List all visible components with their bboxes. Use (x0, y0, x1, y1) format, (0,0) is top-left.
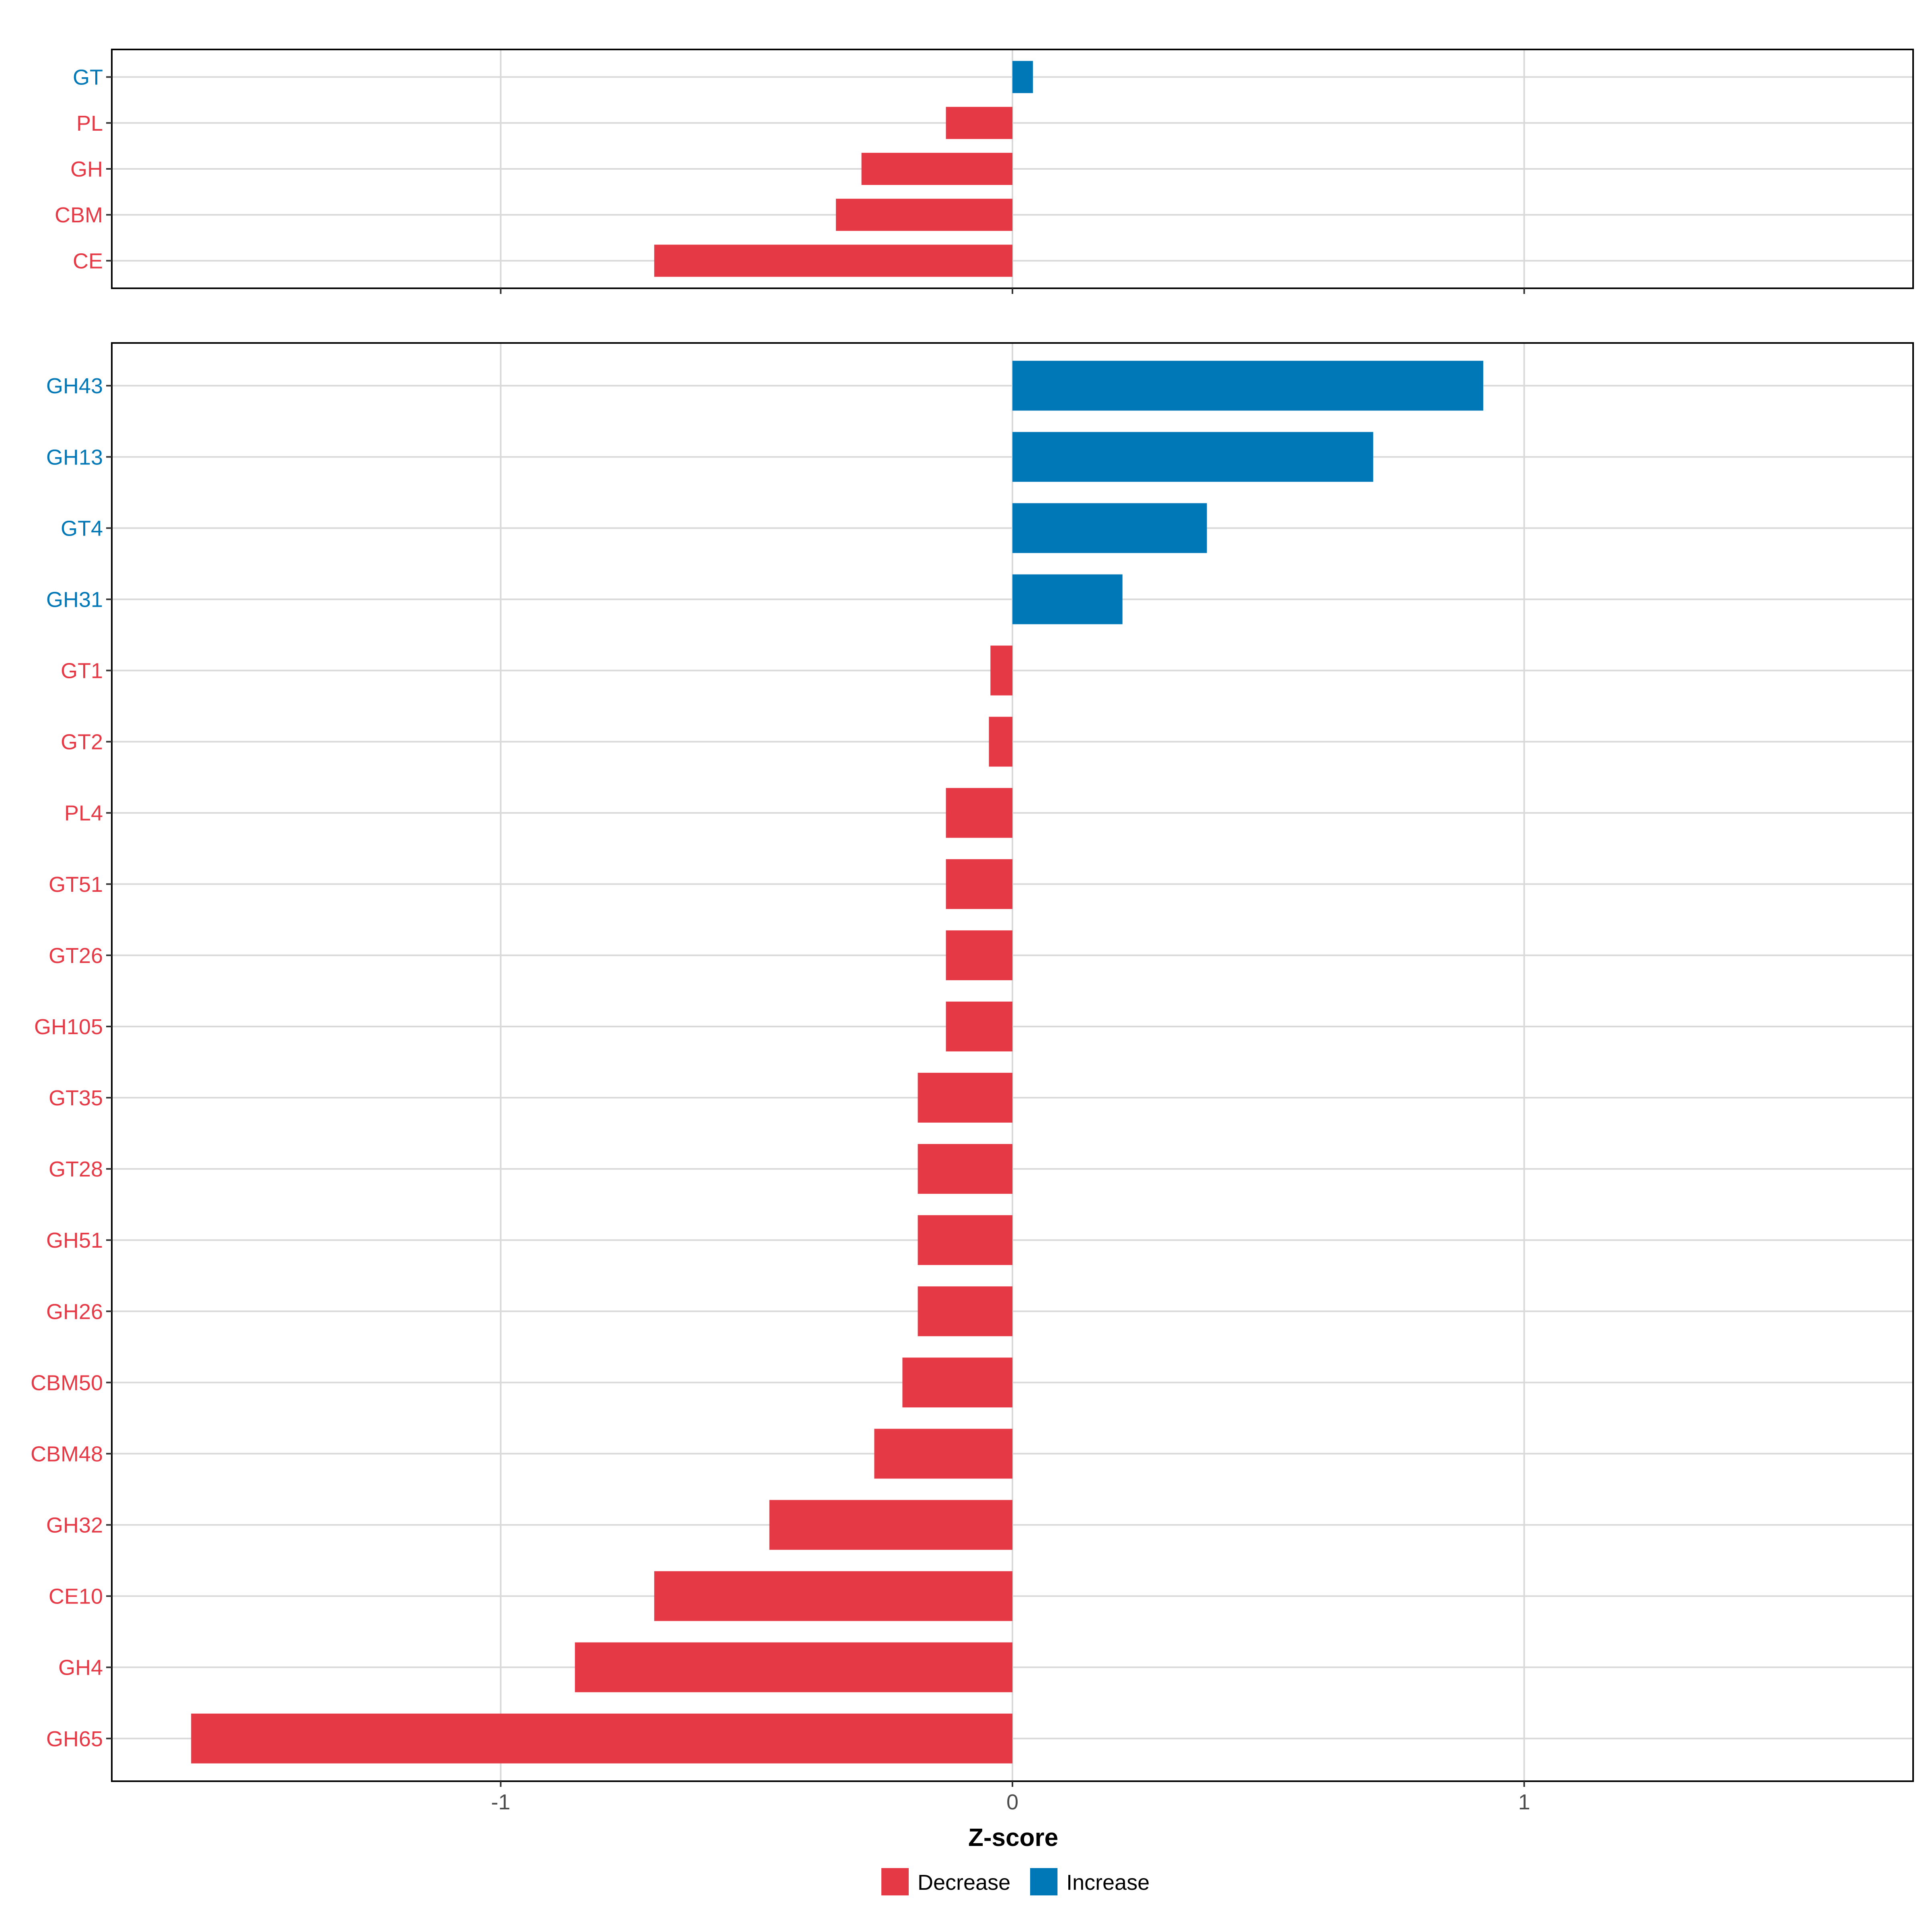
bar-gh32 (769, 1500, 1012, 1550)
x-tick-label: 1 (1518, 1790, 1530, 1814)
bar-gt35 (918, 1073, 1012, 1123)
bar-gh4 (575, 1642, 1012, 1692)
y-tick-label: GH13 (46, 445, 103, 469)
y-tick-label: GT35 (49, 1086, 103, 1110)
y-tick-label: GT28 (49, 1157, 103, 1181)
bar-ce10 (654, 1571, 1012, 1621)
bar-gh (861, 153, 1012, 185)
y-tick-label: GT4 (61, 516, 103, 540)
bar-gh105 (946, 1001, 1012, 1051)
bottom-panel: GH43 GH13 GT4 GH31 GT1 GT2 PL4 GT51 GT26 GH105 GT3… (31, 342, 1914, 1814)
y-tick-label: GH105 (34, 1015, 103, 1039)
bar-gt26 (946, 930, 1012, 980)
y-tick-label: GH26 (46, 1300, 103, 1324)
bar-pl (946, 107, 1012, 139)
bar-gt51 (946, 859, 1012, 909)
bar-gh13 (1012, 432, 1374, 482)
y-tick-label: GH51 (46, 1228, 103, 1252)
top-panel: GT PL GH CBM CE (55, 49, 1914, 294)
y-tick-label: CBM48 (31, 1442, 103, 1466)
legend: Decrease Increase (881, 1868, 1150, 1895)
bar-gh26 (918, 1286, 1012, 1337)
bar-pl4 (946, 788, 1012, 838)
y-tick-label: PL (76, 111, 103, 136)
bar-cbm (836, 199, 1012, 231)
bar-gh51 (918, 1215, 1012, 1265)
y-tick-label: GH32 (46, 1513, 103, 1538)
bar-gt (1012, 61, 1033, 93)
y-tick-label: CE (73, 249, 103, 273)
bar-cbm50 (902, 1357, 1012, 1408)
y-tick-label: GT1 (61, 659, 103, 683)
legend-label-decrease: Decrease (918, 1870, 1010, 1895)
y-tick-label: CBM50 (31, 1371, 103, 1395)
bar-gh31 (1012, 574, 1123, 624)
bar-cbm48 (874, 1429, 1012, 1479)
y-tick-label: GH43 (46, 374, 103, 398)
bar-gh65 (191, 1713, 1013, 1764)
legend-key-increase (1030, 1868, 1057, 1895)
x-axis-title: Z-score (968, 1824, 1058, 1852)
y-tick-label: PL4 (64, 801, 103, 825)
y-tick-label: GH4 (58, 1656, 103, 1680)
bar-gt4 (1012, 503, 1207, 553)
bar-gt2 (989, 717, 1012, 767)
bar-gh43 (1012, 361, 1483, 411)
y-tick-label: CBM (55, 203, 103, 227)
y-tick-label: GT26 (49, 944, 103, 968)
y-tick-label: GT2 (61, 730, 103, 754)
y-tick-label: GH65 (46, 1727, 103, 1751)
x-tick-label: 0 (1006, 1790, 1018, 1814)
bar-gt28 (918, 1144, 1012, 1194)
bar-ce (654, 244, 1012, 277)
y-tick-label: GH31 (46, 587, 103, 612)
x-tick-label: -1 (491, 1790, 510, 1814)
y-tick-label: GT51 (49, 873, 103, 897)
bar-gt1 (990, 645, 1012, 696)
y-tick-label: GH (70, 157, 103, 181)
legend-key-decrease (881, 1868, 909, 1895)
y-tick-label: CE10 (49, 1585, 103, 1609)
y-tick-label: GT (73, 66, 103, 90)
legend-label-increase: Increase (1066, 1870, 1150, 1895)
